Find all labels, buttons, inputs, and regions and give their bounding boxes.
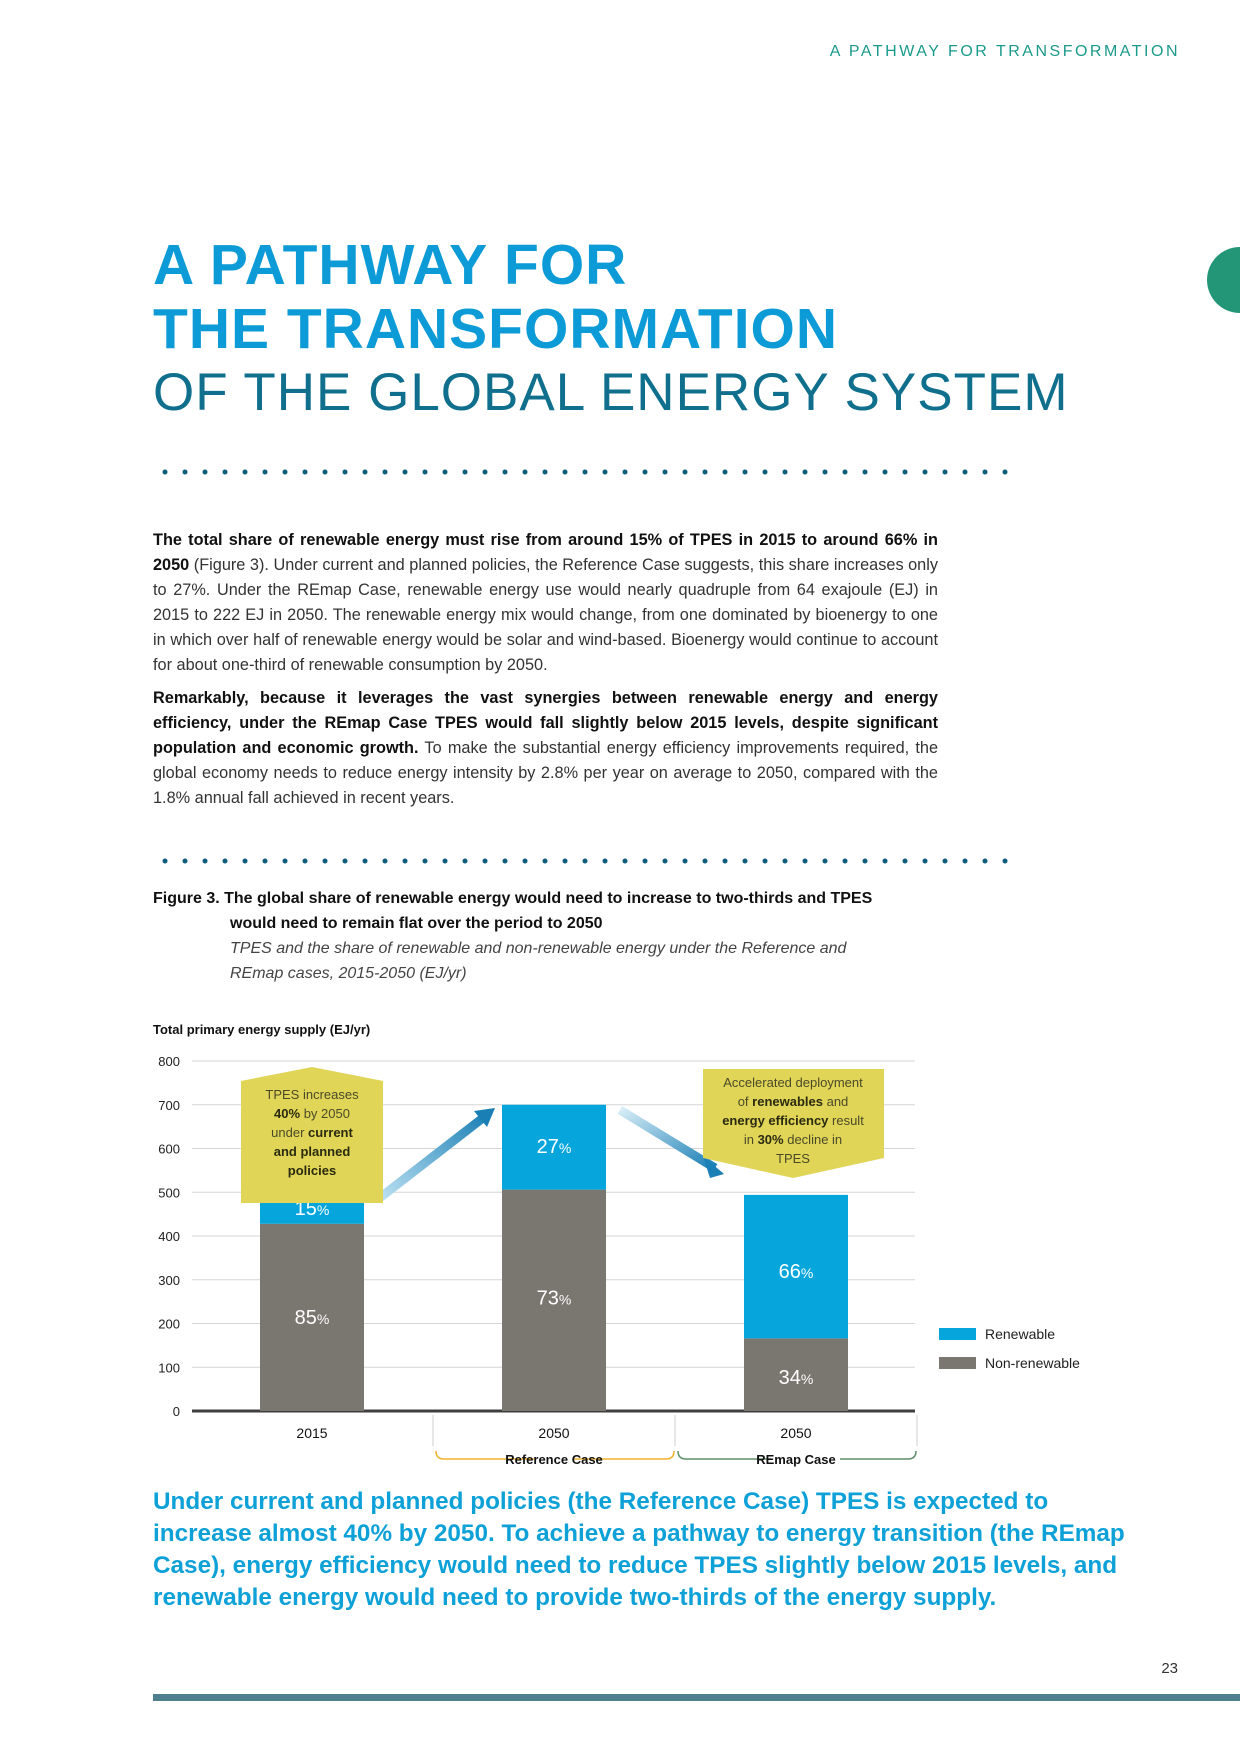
paragraph-rest: To make the substantial energy efficienc… xyxy=(153,739,938,807)
callout-increase xyxy=(241,1067,383,1203)
increase-arrow xyxy=(374,1110,491,1204)
y-tick-label: 700 xyxy=(158,1098,180,1113)
callout-decrease-line: of renewables and xyxy=(738,1094,849,1109)
callout-decrease-line: TPES xyxy=(776,1151,810,1166)
increase-arrow-head xyxy=(474,1108,495,1127)
renewable-share-label: 27% xyxy=(537,1136,572,1158)
y-tick-label: 400 xyxy=(158,1229,180,1244)
section-tab xyxy=(1207,247,1240,313)
y-tick-label: 100 xyxy=(158,1360,180,1375)
callout-increase-line: and planned xyxy=(274,1144,351,1159)
reference-case-brace xyxy=(435,1450,675,1460)
legend-label: Renewable xyxy=(985,1326,1055,1342)
renewable-share-label: 15% xyxy=(295,1198,330,1220)
caption-subtitle-1: TPES and the share of renewable and non-… xyxy=(230,940,847,957)
x-tick-label: 2015 xyxy=(296,1425,327,1441)
remap-case-brace xyxy=(677,1450,917,1460)
paragraph: Remarkably, because it leverages the vas… xyxy=(153,686,938,811)
title-line-3: OF THE GLOBAL ENERGY SYSTEM xyxy=(153,363,1069,422)
tpes-stacked-bar-chart: Total primary energy supply (EJ/yr) 0 100 2… xyxy=(153,1022,1080,1467)
y-tick-label: 500 xyxy=(158,1185,180,1200)
paragraph: The total share of renewable energy must… xyxy=(153,528,938,678)
figure-caption: Figure 3. The global share of renewable … xyxy=(153,886,943,986)
paragraph-rest: (Figure 3). Under current and planned po… xyxy=(153,556,938,674)
bar-non-renewable xyxy=(502,1189,606,1411)
y-tick-label: 600 xyxy=(158,1142,180,1157)
title-line-1: A PATHWAY FOR xyxy=(153,233,628,297)
page-number: 23 xyxy=(1161,1660,1178,1677)
y-tick-label: 200 xyxy=(158,1317,180,1332)
legend-swatch xyxy=(939,1357,976,1369)
non-renewable-share-label: 73% xyxy=(537,1288,572,1310)
legend-label: Non-renewable xyxy=(985,1355,1080,1371)
callout-decrease-line: energy efficiency result xyxy=(722,1113,864,1128)
running-head: A PATHWAY FOR TRANSFORMATION xyxy=(829,43,1180,60)
y-tick-label: 300 xyxy=(158,1273,180,1288)
callout-increase-line: 40% by 2050 xyxy=(274,1106,350,1121)
legend-swatch xyxy=(939,1328,976,1340)
bar-renewable xyxy=(502,1104,606,1190)
caption-subtitle-2: REmap cases, 2015-2050 (EJ/yr) xyxy=(230,965,467,982)
conclusion-text: Under current and planned policies (the … xyxy=(153,1488,1125,1611)
x-tick-label: 2050 xyxy=(780,1425,811,1441)
x-tick-label: 2050 xyxy=(538,1425,569,1441)
page-title: A PATHWAY FOR THE TRANSFORMATION OF THE … xyxy=(153,233,1103,425)
callout-increase-line: TPES increases xyxy=(265,1087,359,1102)
title-line-2: THE TRANSFORMATION xyxy=(153,297,839,361)
group-label-reference: Reference Case xyxy=(505,1452,603,1467)
caption-line-1: Figure 3. The global share of renewable … xyxy=(153,890,873,907)
decrease-arrow-head xyxy=(703,1156,724,1178)
y-axis-label: Total primary energy supply (EJ/yr) xyxy=(153,1022,370,1037)
bar-non-renewable xyxy=(260,1223,364,1411)
y-tick-label: 800 xyxy=(158,1054,180,1069)
callout-decrease-line: Accelerated deployment xyxy=(723,1075,863,1090)
bottom-bar xyxy=(153,1694,1240,1701)
caption-line-2: would need to remain flat over the perio… xyxy=(230,915,603,932)
non-renewable-share-label: 85% xyxy=(295,1307,330,1329)
dotted-divider xyxy=(155,468,1015,476)
group-label-remap: REmap Case xyxy=(756,1452,835,1467)
dotted-divider xyxy=(155,857,1015,865)
non-renewable-share-label: 34% xyxy=(779,1367,814,1389)
y-tick-label: 0 xyxy=(173,1404,180,1419)
paragraph-lead: The total share of renewable energy must… xyxy=(153,531,938,574)
bar-renewable xyxy=(744,1194,848,1339)
decrease-arrow xyxy=(617,1106,718,1172)
callout-increase-line: policies xyxy=(288,1163,336,1178)
callout-increase-line: under current xyxy=(271,1125,353,1140)
bar-non-renewable xyxy=(744,1338,848,1411)
callout-decrease xyxy=(703,1069,884,1178)
callout-decrease-line: in 30% decline in xyxy=(744,1132,842,1147)
renewable-share-label: 66% xyxy=(779,1261,814,1283)
body-text: The total share of renewable energy must… xyxy=(153,528,938,819)
paragraph-lead: Remarkably, because it leverages the vas… xyxy=(153,689,938,757)
